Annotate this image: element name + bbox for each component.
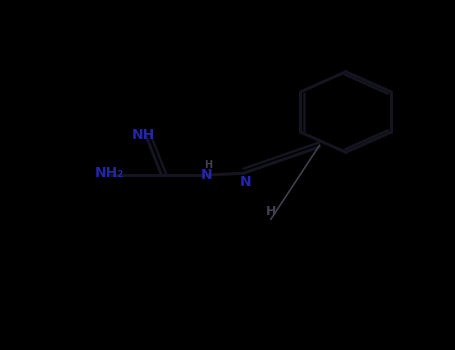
Text: NH₂: NH₂ <box>95 166 124 180</box>
Text: NH: NH <box>131 128 155 142</box>
Text: H: H <box>204 160 212 169</box>
Text: H: H <box>266 205 276 218</box>
Text: N: N <box>240 175 252 189</box>
Text: N: N <box>201 168 213 182</box>
